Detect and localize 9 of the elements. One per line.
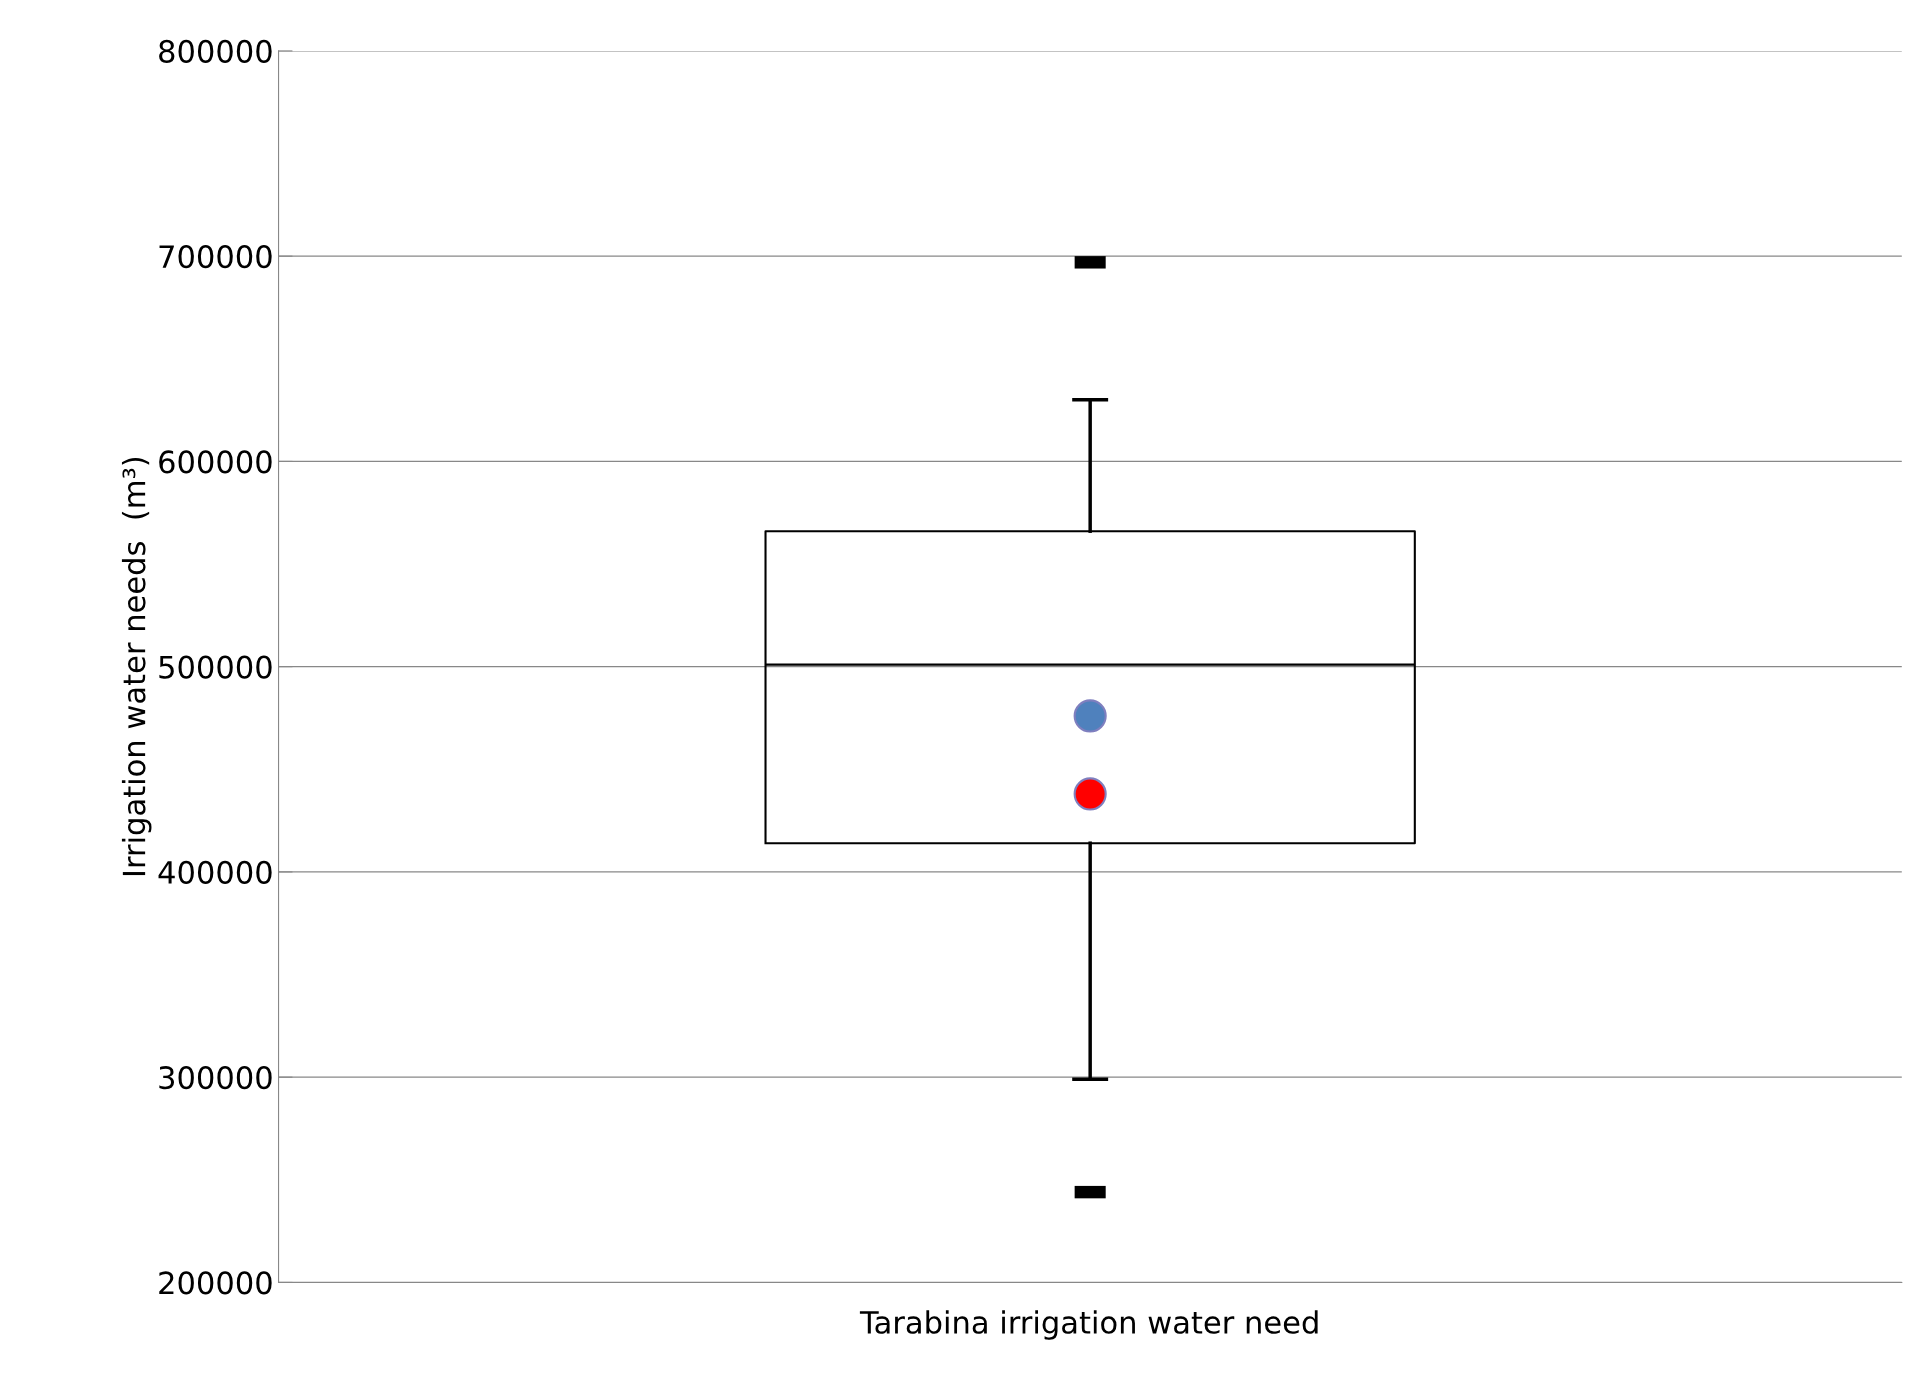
y-tick-label: 200000 — [159, 1271, 272, 1295]
y-tick-label: 600000 — [159, 450, 272, 474]
y-tick-label: 700000 — [159, 245, 272, 269]
y-tick-label: 300000 — [159, 1066, 272, 1090]
y-axis-title: Irrigation water needs (m³) — [121, 457, 152, 876]
x-tick-label: Tarabina irrigation water need — [859, 1310, 1318, 1340]
y-tick-label: 400000 — [158, 860, 272, 884]
y-tick-label: 500000 — [159, 655, 272, 679]
y-tick-label: 800000 — [159, 39, 272, 63]
